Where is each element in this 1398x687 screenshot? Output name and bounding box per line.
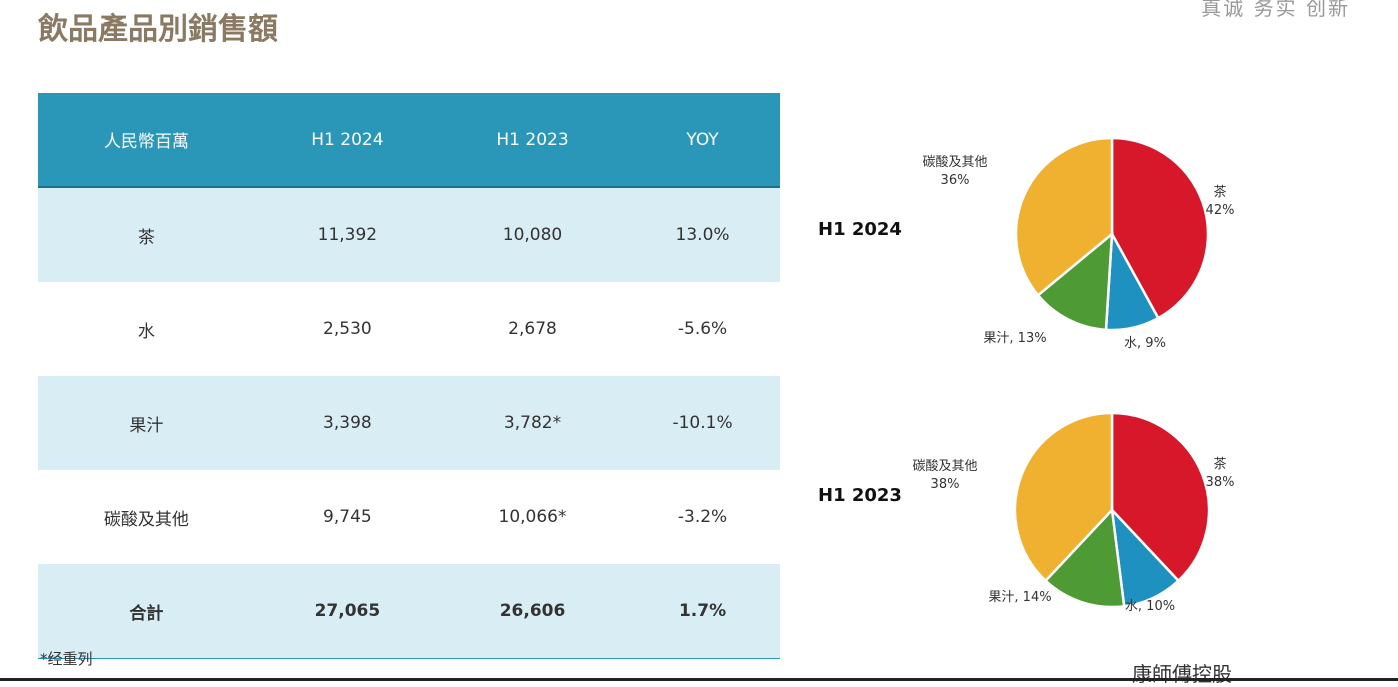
table-cell: 27,065: [254, 564, 440, 659]
pie-data-label: 果汁, 13%: [983, 331, 1046, 346]
col-header: H1 2024: [254, 93, 440, 188]
divider: [0, 678, 1398, 681]
table-cell: 11,392: [254, 187, 440, 282]
pie-label-2023: H1 2023: [818, 485, 902, 506]
table-row: 茶 11,392 10,080 13.0%: [38, 187, 780, 282]
table-cell: -5.6%: [677, 319, 728, 339]
table-cell: 2,530: [323, 319, 372, 339]
col-header: 人民幣百萬: [38, 93, 255, 188]
table-cell: 26,606: [439, 564, 626, 659]
pie-data-label: 茶 38%: [1206, 456, 1235, 490]
pie-charts: 茶 42% 水, 9% 果汁, 13% 碳酸及其他 36% 茶 38% 水, 10% 果汁, 14…: [912, 136, 1235, 614]
col-header: YOY: [625, 93, 780, 188]
table-row: 合計 27,065 26,606 1.7%: [38, 564, 780, 659]
table-cell: -3.2%: [677, 507, 728, 527]
table-cell: 9,745: [323, 507, 372, 527]
table-cell: -10.1%: [625, 376, 780, 470]
table-row: 水 2,530 2,678 -5.6%: [38, 282, 780, 376]
pie-slice: [1014, 136, 1114, 297]
table-cell: 10,066*: [498, 507, 567, 527]
footnote: *经重列: [40, 650, 93, 668]
table-cell: 果汁: [38, 376, 255, 470]
table-cell: 10,080: [439, 187, 626, 282]
table-cell: 碳酸及其他: [103, 509, 189, 530]
pie-slice: [1013, 411, 1114, 583]
table-row: 果汁 3,398 3,782* -10.1%: [38, 376, 780, 470]
pie-data-label: 茶 42%: [1206, 184, 1235, 218]
table-cell: 水: [137, 321, 155, 342]
col-header: H1 2023: [439, 93, 626, 188]
table-cell: 1.7%: [625, 564, 780, 659]
table-cell: 茶: [38, 187, 255, 282]
slogan: 真诚 务实 创新: [1201, 0, 1350, 20]
table-cell: 2,678: [508, 319, 557, 339]
pie-data-label: 果汁, 14%: [988, 590, 1051, 605]
table-cell: 3,398: [254, 376, 440, 470]
pie-slice: [1036, 231, 1114, 332]
pie-data-label: 碳酸及其他 36%: [922, 155, 987, 188]
page-title: 飲品產品別銷售額: [38, 12, 278, 47]
table-row: 碳酸及其他 9,745 10,066* -3.2%: [38, 470, 780, 564]
pie-data-label: 水, 10%: [1125, 599, 1175, 614]
company-logo: 康師傅控股: [1132, 662, 1232, 686]
sales-table: 人民幣百萬 H1 2024 H1 2023 YOY 茶 11,392 10,080 1…: [38, 93, 780, 659]
pie-slice: [1043, 507, 1126, 609]
table-cell: 13.0%: [625, 187, 780, 282]
pie-data-label: 碳酸及其他 38%: [912, 459, 977, 492]
pie-label-2024: H1 2024: [818, 219, 902, 240]
pie-data-label: 水, 9%: [1124, 336, 1166, 351]
table-cell: 合計: [38, 564, 255, 659]
pie-slice: [1110, 411, 1211, 583]
pie-slice: [1110, 136, 1210, 320]
table-cell: 3,782*: [439, 376, 626, 470]
